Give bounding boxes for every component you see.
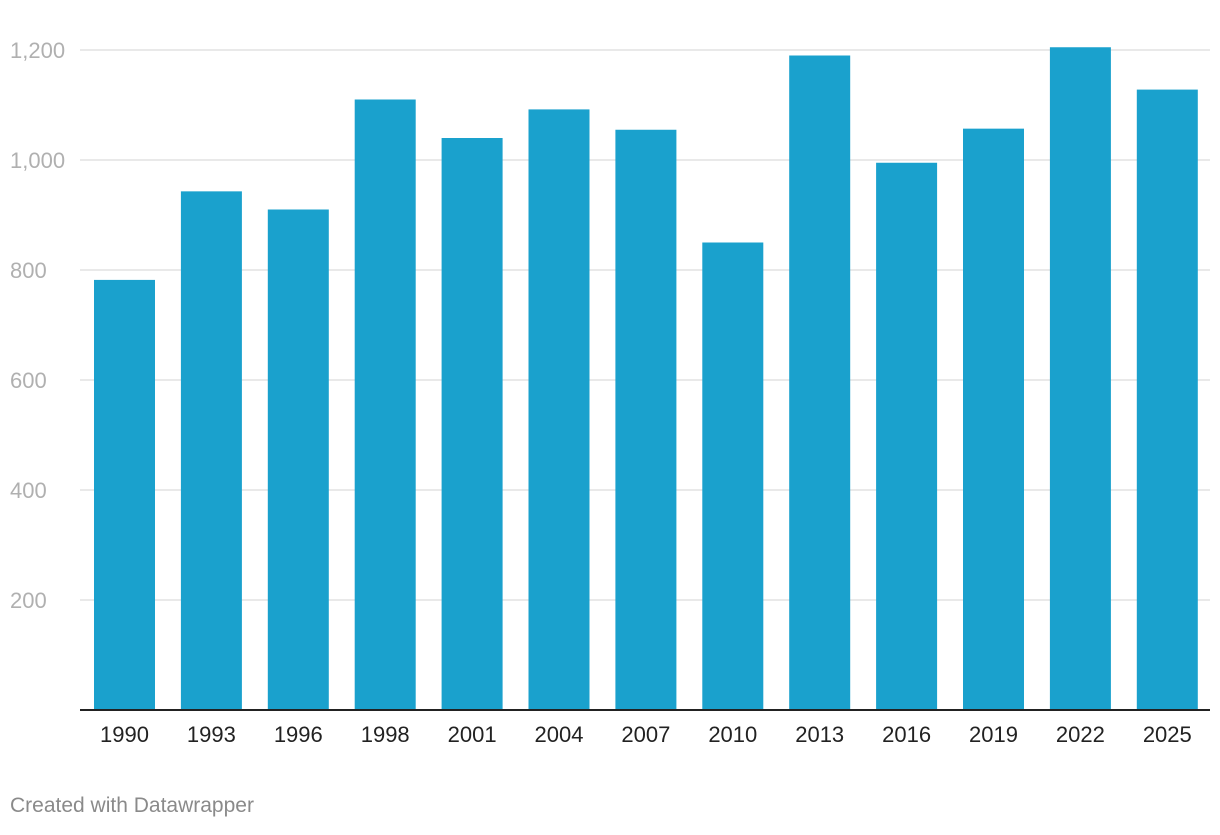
bar-2004 — [528, 109, 590, 710]
bars — [94, 47, 1198, 711]
x-tick-label: 2019 — [969, 722, 1018, 747]
y-tick-label: 400 — [10, 478, 47, 503]
x-tick-label: 2013 — [795, 722, 844, 747]
y-tick-label: 600 — [10, 368, 47, 393]
x-tick-label: 1993 — [187, 722, 236, 747]
bar-1990 — [94, 279, 155, 710]
bar-1993 — [180, 191, 242, 711]
bar-2025 — [1136, 89, 1198, 711]
bar-1998 — [354, 99, 416, 710]
x-tick-label: 2010 — [708, 722, 757, 747]
bar-2001 — [441, 138, 503, 710]
bar-2016 — [876, 162, 938, 710]
bar-1996 — [267, 209, 329, 710]
y-tick-label: 1,200 — [10, 38, 65, 63]
bar-2010 — [702, 242, 764, 710]
x-tick-label: 2007 — [621, 722, 670, 747]
y-tick-label: 1,000 — [10, 148, 65, 173]
footer-credit: Created with Datawrapper — [10, 794, 254, 817]
x-tick-label: 2016 — [882, 722, 931, 747]
x-tick-label: 2025 — [1143, 722, 1192, 747]
x-tick-label: 2022 — [1056, 722, 1105, 747]
x-tick-label: 2001 — [448, 722, 497, 747]
y-tick-label: 800 — [10, 258, 47, 283]
x-tick-label: 1998 — [361, 722, 410, 747]
x-tick-label: 2004 — [535, 722, 584, 747]
bar-2007 — [615, 129, 677, 710]
x-tick-label: 1996 — [274, 722, 323, 747]
bar-2019 — [963, 128, 1024, 710]
y-axis-tick-labels: 200 400 600 800 1,000 1,200 — [10, 38, 65, 613]
x-axis-tick-labels: 1990 1993 1996 1998 2001 2004 2007 2010 2013 2016… — [100, 722, 1192, 747]
y-tick-label: 200 — [10, 588, 47, 613]
x-tick-label: 1990 — [100, 722, 149, 747]
bar-2013 — [789, 55, 851, 710]
bar-2022 — [1049, 47, 1111, 710]
